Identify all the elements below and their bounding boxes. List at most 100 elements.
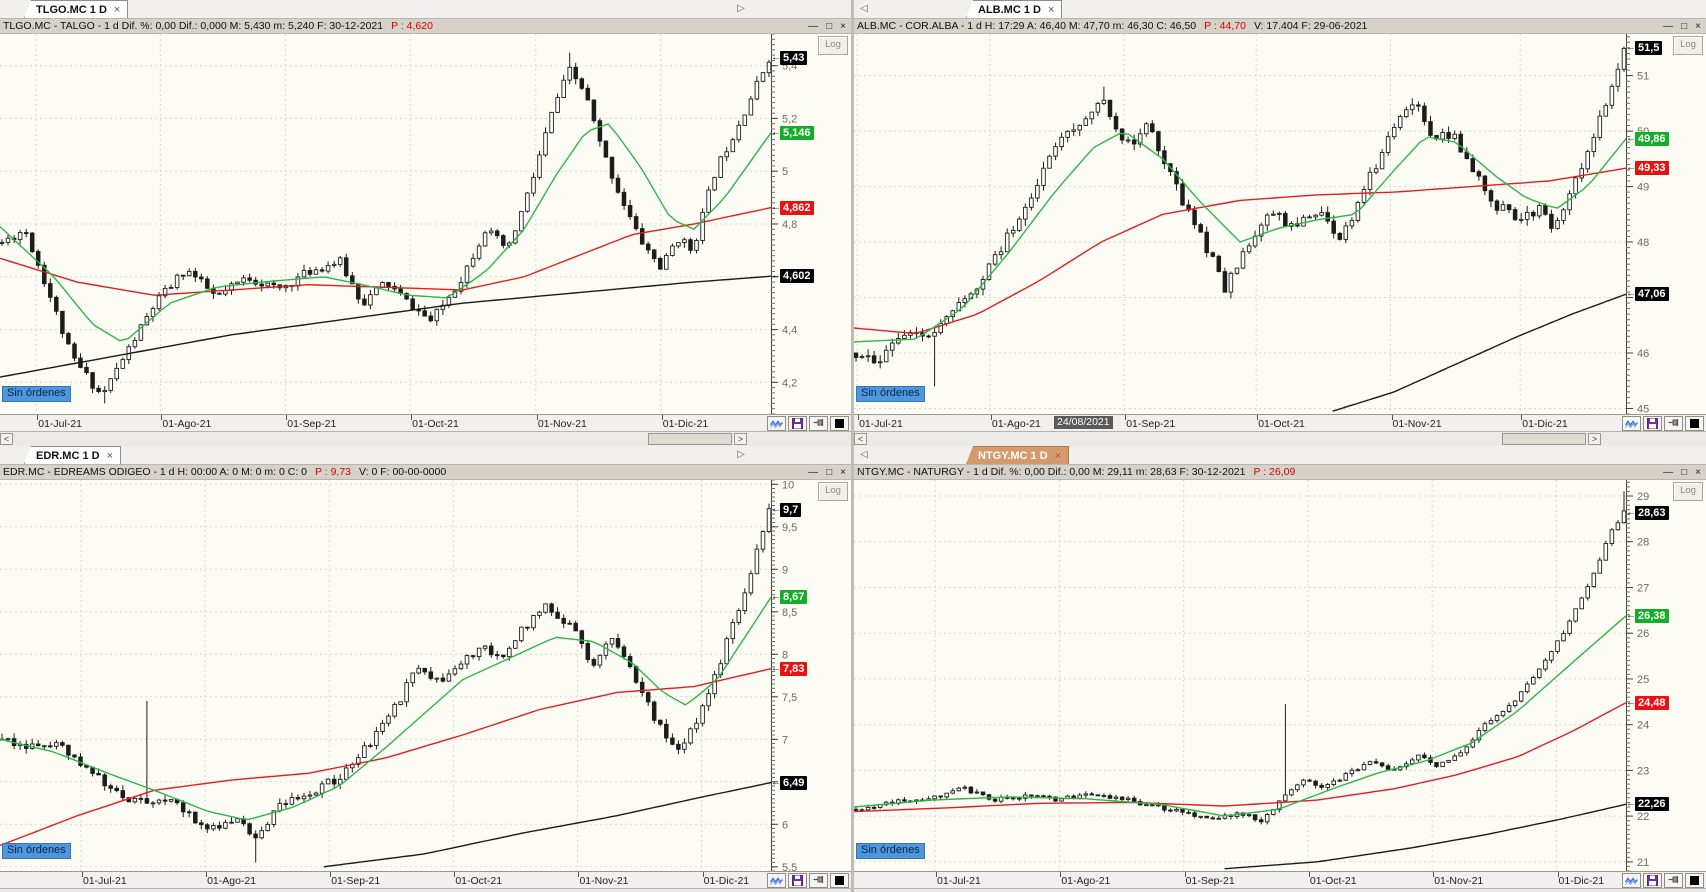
log-scale-button[interactable]: Log <box>818 36 848 55</box>
tab-scroll-left-icon[interactable]: ◁ <box>860 3 868 14</box>
chart-tab[interactable]: EDR.MC 1 D × <box>24 446 121 464</box>
black-square-icon[interactable] <box>830 416 849 431</box>
tab-close-icon[interactable]: × <box>106 449 113 462</box>
horizontal-scrollbar[interactable]: < > <box>854 431 1706 446</box>
price-axis[interactable]: 5,45,254,84,64,44,2 ←5,43←5,146←4,862←4,… <box>771 34 851 414</box>
window-controls: — □ × <box>808 466 851 479</box>
chart-tab[interactable]: ALB.MC 1 D × <box>966 0 1063 18</box>
tab-close-icon[interactable]: × <box>1047 3 1055 16</box>
date-axis[interactable]: 01-Jul-21 01-Ago-21 01-Sep-21 01-Oct-21 01-N… <box>854 871 1706 888</box>
maximize-icon[interactable]: □ <box>826 20 833 32</box>
scroll-left-button[interactable]: < <box>854 433 867 445</box>
maximize-icon[interactable]: □ <box>826 466 833 478</box>
chart-window: ◁ TLGO.MC 1 D × ▷ TLGO.MC - TALGO - 1 d … <box>0 0 851 446</box>
black-square-icon[interactable] <box>1685 416 1704 431</box>
tab-scroll-right-icon[interactable]: ▷ <box>737 3 745 14</box>
maximize-icon[interactable]: □ <box>1681 20 1688 32</box>
tab-close-icon[interactable]: × <box>1054 449 1062 462</box>
scroll-right-button[interactable]: > <box>1588 433 1601 445</box>
zigzag-tool-icon[interactable] <box>767 873 786 888</box>
date-label: 01-Dic-21 <box>1521 415 1568 430</box>
horizontal-scrollbar[interactable]: < > <box>0 888 851 892</box>
no-orders-badge: Sin órdenes <box>856 386 925 402</box>
log-scale-button[interactable]: Log <box>1673 482 1703 501</box>
close-icon[interactable]: × <box>840 466 846 478</box>
date-label: 01-Dic-21 <box>1557 872 1605 887</box>
tab-scroll-right-icon[interactable]: ▷ <box>737 449 745 460</box>
black-square-icon[interactable] <box>830 873 849 888</box>
price-tick-label: 46 <box>1637 348 1649 360</box>
tag-arrow-icon: ← <box>771 776 781 788</box>
scroll-left-button[interactable]: < <box>0 433 13 445</box>
tag-arrow-icon: ← <box>771 51 781 63</box>
date-label: 01-Ago-21 <box>161 415 212 430</box>
gridlines <box>0 34 771 414</box>
date-axis[interactable]: 01-Jul-21 01-Ago-21 01-Sep-21 01-Oct-21 01-N… <box>0 414 851 431</box>
log-scale-button[interactable]: Log <box>818 482 848 501</box>
price-tick-label: 23 <box>1637 765 1649 777</box>
price-tick-label: 28 <box>1637 537 1649 549</box>
tab-bar: ◁ TLGO.MC 1 D × ▷ <box>0 0 851 19</box>
tab-close-icon[interactable]: × <box>113 3 121 16</box>
tab-scroll-left-icon[interactable]: ◁ <box>860 449 868 460</box>
minimize-icon[interactable]: — <box>1663 466 1674 478</box>
close-icon[interactable]: × <box>1695 466 1701 478</box>
price-tick-label: 8 <box>782 649 788 661</box>
quote-info-bar: ALB.MC - COR.ALBA - 1 d H: 17:29 A: 46,4… <box>854 19 1706 34</box>
scrollbar-thumb[interactable] <box>648 433 732 445</box>
date-axis[interactable]: 01-Jul-21 01-Ago-21 01-Sep-21 01-Oct-21 01-N… <box>854 414 1706 431</box>
horizontal-scrollbar[interactable]: < > <box>0 431 851 446</box>
gridlines <box>854 480 1626 871</box>
price-tick-label: 24 <box>1637 720 1649 732</box>
candles <box>0 52 771 404</box>
chart-tab[interactable]: NTGY.MC 1 D × <box>966 446 1070 464</box>
price-tag-red: ← 49,33 <box>1626 161 1669 176</box>
price-axis[interactable]: 51504948474645 ←51,5←49,86←49,33←47,06 L… <box>1626 34 1706 414</box>
date-label: 01-Nov-21 <box>536 415 587 430</box>
pin-icon[interactable] <box>1664 416 1683 431</box>
price-tag-green: ← 8,67 <box>771 590 808 605</box>
chart-window-cell-bottom-left: ◁ EDR.MC 1 D × ▷ EDR.MC - EDREAMS ODIGEO… <box>0 446 851 892</box>
log-scale-button[interactable]: Log <box>1673 36 1703 55</box>
zigzag-tool-icon[interactable] <box>1622 416 1641 431</box>
tag-arrow-icon: ← <box>1626 696 1636 708</box>
price-axis[interactable]: 29 28 27 26 25 24 23 22 21 ← 28,63 ← 26,38 ← 24,48 ← 22… <box>1626 480 1706 871</box>
maximize-icon[interactable]: □ <box>1681 466 1688 478</box>
horizontal-scrollbar[interactable]: < > <box>854 888 1706 892</box>
black-square-icon[interactable] <box>1685 873 1704 888</box>
close-icon[interactable]: × <box>1695 20 1701 32</box>
chart-window: ◁ EDR.MC 1 D × ▷ EDR.MC - EDREAMS ODIGEO… <box>0 446 851 892</box>
tag-arrow-icon: ← <box>771 662 781 674</box>
candles <box>0 503 771 863</box>
long-ma <box>0 275 771 378</box>
date-label: 01-Jul-21 <box>37 415 83 430</box>
chart-window-cell-top-right: ◁ ALB.MC 1 D × ▷ ALB.MC - COR.ALBA - 1 d… <box>854 0 1706 446</box>
candlestick-chart[interactable]: Sin órdenes <box>854 34 1626 414</box>
close-icon[interactable]: × <box>840 20 846 32</box>
pin-icon[interactable] <box>809 416 828 431</box>
zigzag-tool-icon[interactable] <box>767 416 786 431</box>
save-icon[interactable] <box>1643 873 1662 888</box>
date-axis[interactable]: 01-Jul-21 01-Ago-21 01-Sep-21 01-Oct-21 01-N… <box>0 871 851 888</box>
save-icon[interactable] <box>1643 416 1662 431</box>
save-icon[interactable] <box>788 416 807 431</box>
candlestick-chart[interactable]: Sin órdenes <box>0 34 771 414</box>
pin-icon[interactable] <box>809 873 828 888</box>
position-price: P : 44,70 <box>1204 20 1246 32</box>
price-axis[interactable]: 109,598,587,576,565,5 ←9,7←8,67←7,83←6,4… <box>771 480 851 871</box>
minimize-icon[interactable]: — <box>1663 20 1674 32</box>
zigzag-tool-icon[interactable] <box>1622 873 1641 888</box>
price-tick-label: 29 <box>1637 491 1649 503</box>
price-tick-label: 49 <box>1637 182 1649 194</box>
candlestick-chart[interactable]: Sin órdenes <box>854 480 1626 871</box>
minimize-icon[interactable]: — <box>808 20 819 32</box>
minimize-icon[interactable]: — <box>808 466 819 478</box>
price-tick-label: 9 <box>782 564 788 576</box>
scroll-right-button[interactable]: > <box>734 433 747 445</box>
scrollbar-thumb[interactable] <box>1502 433 1586 445</box>
chart-tab[interactable]: TLGO.MC 1 D × <box>24 0 129 18</box>
quote-extra: V: 17.404 F: 29-06-2021 <box>1253 20 1368 32</box>
save-icon[interactable] <box>788 873 807 888</box>
pin-icon[interactable] <box>1664 873 1683 888</box>
candlestick-chart[interactable]: Sin órdenes <box>0 480 771 871</box>
